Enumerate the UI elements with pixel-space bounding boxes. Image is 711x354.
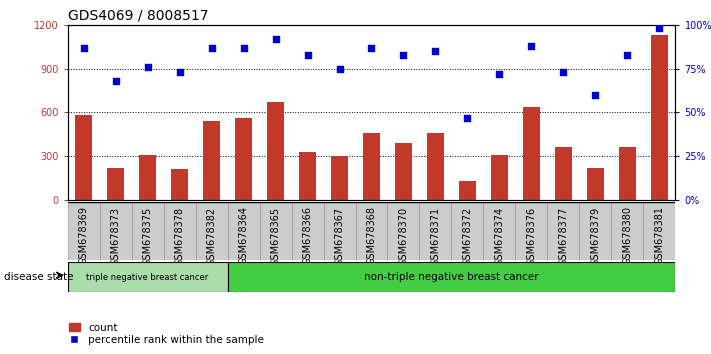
Text: GSM678379: GSM678379 (590, 206, 601, 266)
Text: disease state: disease state (4, 272, 73, 282)
Text: GSM678366: GSM678366 (302, 206, 313, 266)
Text: non-triple negative breast cancer: non-triple negative breast cancer (364, 272, 539, 282)
Text: GSM678365: GSM678365 (270, 206, 281, 266)
Text: GSM678381: GSM678381 (654, 206, 665, 266)
Point (590, 92, 602, 98)
Bar (196, 202, 228, 260)
Bar (132, 202, 164, 260)
Bar (171, 169, 188, 200)
Bar (515, 202, 547, 260)
Bar (235, 118, 252, 200)
Text: GSM678369: GSM678369 (78, 206, 89, 266)
Text: GSM678371: GSM678371 (430, 206, 441, 266)
Text: GSM678380: GSM678380 (622, 206, 633, 266)
Text: GSM678372: GSM678372 (462, 206, 473, 266)
Point (301, 52, 313, 57)
Bar (107, 168, 124, 200)
Bar (203, 121, 220, 200)
Bar (356, 202, 387, 260)
Text: GDS4069 / 8008517: GDS4069 / 8008517 (68, 8, 208, 22)
Bar (68, 202, 100, 260)
Bar (651, 35, 668, 200)
Bar (547, 202, 579, 260)
Bar (299, 152, 316, 200)
Bar (228, 262, 675, 292)
Bar (139, 155, 156, 200)
Bar (579, 202, 611, 260)
Bar (427, 133, 444, 200)
Bar (363, 133, 380, 200)
Bar (483, 202, 515, 260)
Bar (292, 202, 324, 260)
Bar (164, 202, 196, 260)
Text: GSM678367: GSM678367 (334, 206, 345, 266)
Bar (643, 202, 675, 260)
Text: GSM678377: GSM678377 (558, 206, 569, 266)
Bar (395, 143, 412, 200)
Point (109, 78, 121, 84)
Bar (523, 107, 540, 200)
Bar (587, 168, 604, 200)
Bar (68, 262, 228, 292)
Text: GSM678373: GSM678373 (110, 206, 121, 266)
Point (493, 71, 505, 77)
Point (557, 69, 569, 75)
Text: GSM678378: GSM678378 (174, 206, 185, 266)
Bar (459, 181, 476, 200)
Point (654, 25, 665, 31)
Text: GSM678364: GSM678364 (238, 206, 249, 266)
Point (141, 64, 154, 70)
Point (78, 45, 90, 50)
Point (398, 52, 410, 57)
Text: GSM678382: GSM678382 (206, 206, 217, 266)
Bar (228, 202, 260, 260)
Bar (331, 156, 348, 200)
Text: GSM678370: GSM678370 (398, 206, 409, 266)
Point (365, 45, 377, 50)
Text: GSM678374: GSM678374 (494, 206, 505, 266)
Point (429, 48, 441, 54)
Bar (267, 102, 284, 200)
Point (462, 115, 474, 120)
Point (621, 52, 633, 57)
Bar (387, 202, 419, 260)
Bar (419, 202, 451, 260)
Bar (100, 202, 132, 260)
Point (237, 45, 249, 50)
Point (334, 66, 346, 72)
Bar (491, 155, 508, 200)
Bar (555, 147, 572, 200)
Point (206, 45, 218, 50)
Point (270, 36, 282, 42)
Bar (619, 147, 636, 200)
Bar (260, 202, 292, 260)
Text: GSM678375: GSM678375 (142, 206, 153, 266)
Point (173, 69, 185, 75)
Bar (324, 202, 356, 260)
Text: GSM678368: GSM678368 (366, 206, 377, 266)
Text: triple negative breast cancer: triple negative breast cancer (87, 273, 208, 281)
Bar (611, 202, 643, 260)
Legend: count, percentile rank within the sample: count, percentile rank within the sample (69, 322, 264, 345)
Bar (451, 202, 483, 260)
Bar (75, 115, 92, 200)
Text: GSM678376: GSM678376 (526, 206, 537, 266)
Point (525, 43, 538, 48)
